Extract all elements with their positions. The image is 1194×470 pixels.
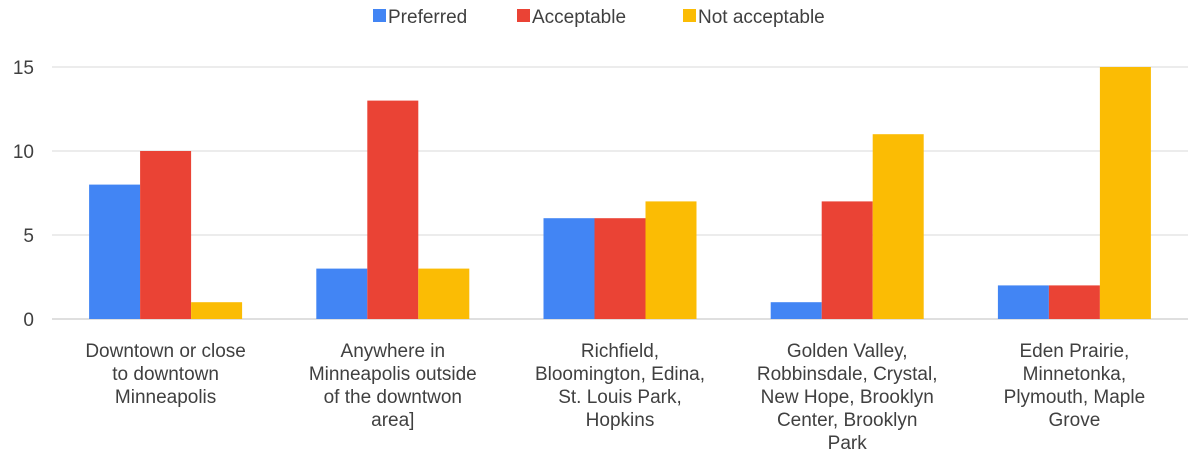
bar-not-acceptable — [1099, 67, 1151, 319]
x-category-label-line: St. Louis Park, — [558, 387, 682, 408]
bar-preferred — [543, 218, 595, 319]
legend: Preferred Acceptable Not acceptable — [373, 7, 825, 28]
x-category-label-line: Bloomington, Edina, — [535, 364, 705, 385]
x-category-label-line: Grove — [1049, 410, 1101, 431]
x-category-label-line: Park — [828, 433, 868, 454]
x-category-label: Eden Prairie, Minnetonka, Plymouth, Maple G… — [1004, 341, 1146, 431]
x-category-label-line: New Hope, Brooklyn — [761, 387, 934, 408]
x-category-label-line: Hopkins — [586, 410, 655, 431]
x-category-label-line: Anywhere in — [341, 341, 446, 362]
bar-not-acceptable — [872, 134, 924, 319]
x-category-label-line: Minneapolis outside — [309, 364, 477, 385]
legend-label: Acceptable — [532, 7, 626, 28]
x-category-label-line: Center, Brooklyn — [777, 410, 917, 431]
x-category-label-line: Eden Prairie, — [1019, 341, 1129, 362]
bar-not-acceptable — [418, 268, 470, 319]
bar-preferred — [89, 184, 141, 319]
x-category-label-line: Minneapolis — [115, 387, 216, 408]
x-category-label: Downtown or close to downtown Minneapolis — [85, 341, 246, 408]
bar-acceptable — [821, 201, 873, 319]
y-tick-label: 15 — [13, 58, 34, 79]
x-category-label-line: Plymouth, Maple — [1004, 387, 1146, 408]
x-category-label-line: Golden Valley, — [787, 341, 908, 362]
y-tick-label: 5 — [23, 226, 34, 247]
x-category-label: Golden Valley, Robbinsdale, Crystal, New H… — [757, 341, 938, 454]
x-axis-labels: Downtown or close to downtown Minneapolis A… — [85, 341, 1145, 454]
legend-label: Preferred — [388, 7, 467, 28]
x-category-label-line: of the downtwon — [324, 387, 462, 408]
bar-preferred — [997, 285, 1049, 319]
x-category-label-line: Minnetonka, — [1023, 364, 1127, 385]
x-category-label: Richfield, Bloomington, Edina, St. Louis P… — [535, 341, 705, 431]
legend-swatch — [683, 9, 696, 22]
x-category-label-line: Robbinsdale, Crystal, — [757, 364, 938, 385]
legend-swatch — [517, 9, 530, 22]
bar-not-acceptable — [645, 201, 697, 319]
bar-acceptable — [1048, 285, 1100, 319]
x-category-label-line: area] — [371, 410, 414, 431]
x-category-label-line: Downtown or close — [85, 341, 246, 362]
y-axis-ticks: 0 5 10 15 — [13, 58, 34, 331]
bar-not-acceptable — [191, 302, 243, 319]
y-tick-label: 10 — [13, 142, 34, 163]
legend-swatch — [373, 9, 386, 22]
bar-preferred — [316, 268, 368, 319]
bar-acceptable — [594, 218, 646, 319]
x-category-label-line: Richfield, — [581, 341, 659, 362]
bar-acceptable — [140, 151, 192, 319]
bar-acceptable — [367, 100, 419, 319]
y-tick-label: 0 — [23, 310, 34, 331]
x-category-label: Anywhere in Minneapolis outside of the dow… — [309, 341, 477, 431]
x-category-label-line: to downtown — [112, 364, 219, 385]
bars — [89, 67, 1151, 319]
bar-preferred — [770, 302, 822, 319]
legend-label: Not acceptable — [698, 7, 825, 28]
